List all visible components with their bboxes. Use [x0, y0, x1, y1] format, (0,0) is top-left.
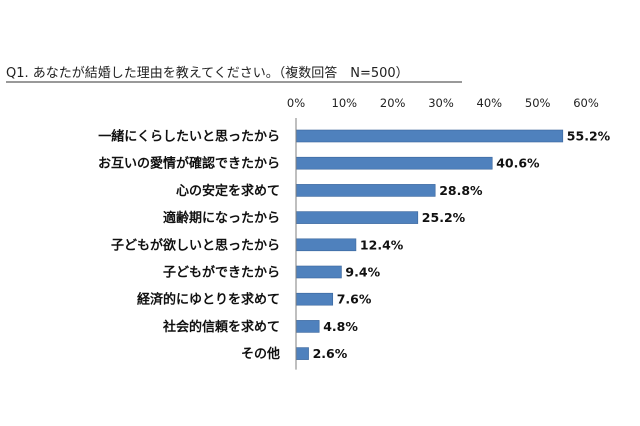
category-label: 適齢期になったから: [163, 210, 280, 226]
data-label: 55.2%: [567, 129, 611, 144]
x-tick-label: 40%: [477, 96, 503, 110]
x-tick-label: 60%: [573, 96, 599, 110]
x-axis: 0% 10% 20% 30% 40% 50% 60%: [287, 96, 599, 110]
x-tick-label: 20%: [380, 96, 406, 110]
data-label: 2.6%: [313, 346, 348, 361]
data-label: 40.6%: [496, 156, 540, 171]
x-tick-label: 0%: [287, 96, 305, 110]
category-label: 子どもが欲しいと思ったから: [111, 237, 280, 253]
bar: [295, 347, 309, 360]
data-label: 12.4%: [360, 237, 404, 252]
bar: [295, 129, 564, 143]
category-label: 一緒にくらしたいと思ったから: [98, 129, 280, 145]
category-label: 社会的信頼を求めて: [162, 319, 280, 335]
category-label: 心の安定を求めて: [176, 183, 280, 199]
category-label: その他: [241, 346, 280, 362]
data-label: 28.8%: [439, 183, 483, 198]
category-label: 経済的にゆとりを求めて: [137, 292, 280, 308]
data-label: 7.6%: [337, 292, 372, 307]
bar: [295, 292, 334, 306]
bar: [295, 265, 342, 279]
x-tick-label: 10%: [332, 96, 358, 110]
bar: [295, 184, 436, 197]
category-label: 子どもができたから: [163, 265, 280, 281]
data-label: 9.4%: [345, 265, 380, 280]
chart-title: Q1. あなたが結婚した理由を教えてください。（複数回答 N=500）: [6, 65, 409, 81]
bar: [295, 238, 357, 252]
bar: [295, 320, 320, 333]
data-label: 4.8%: [323, 319, 358, 334]
bar: [295, 211, 419, 224]
x-tick-label: 50%: [525, 96, 551, 110]
x-tick-label: 30%: [428, 96, 454, 110]
category-label: お互いの愛情が確認できたから: [98, 156, 280, 172]
bar: [295, 156, 493, 170]
data-label: 25.2%: [422, 210, 466, 225]
bars: 一緒にくらしたいと思ったから 55.2% お互いの愛情が確認できたから 40.6% 心の…: [98, 129, 611, 363]
